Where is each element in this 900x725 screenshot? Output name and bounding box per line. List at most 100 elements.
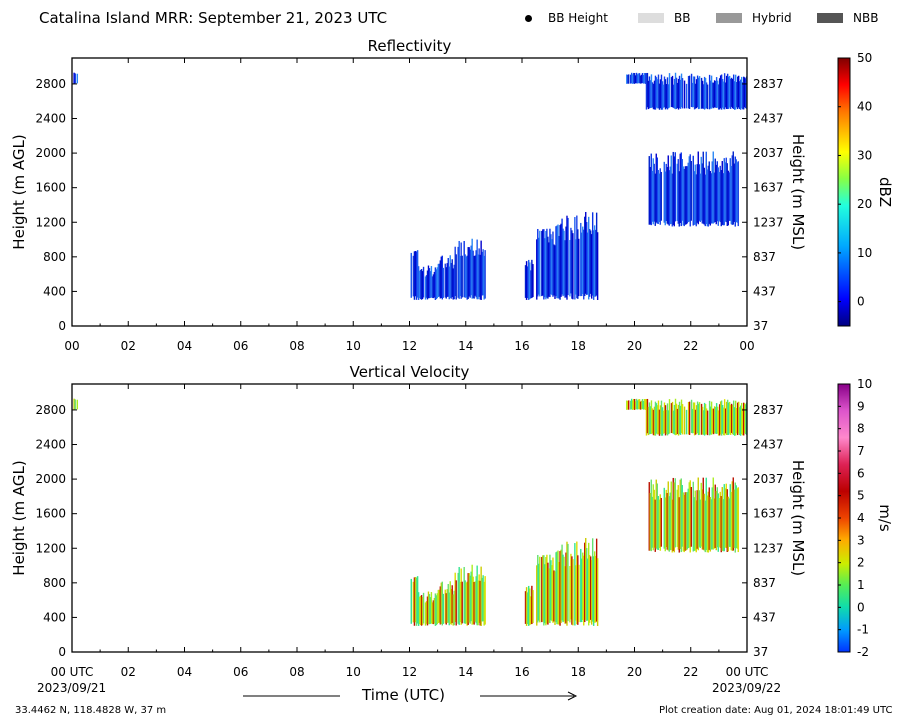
data-streak [422, 266, 425, 298]
data-streak [673, 78, 676, 109]
data-streak [689, 480, 691, 553]
data-streak [661, 407, 664, 436]
data-streak [526, 266, 529, 298]
data-streak [560, 223, 562, 297]
data-streak [418, 596, 421, 625]
data-streak [639, 401, 642, 410]
y-tick-label-right: 1237 [753, 541, 784, 555]
data-streak [724, 408, 727, 434]
data-streak [419, 595, 422, 626]
data-streak [576, 215, 578, 299]
data-streak [667, 410, 670, 435]
data-streak [741, 82, 744, 110]
legend-bb-height: BB Height [525, 11, 608, 25]
data-streak [651, 496, 653, 548]
y-tick-label-right: 437 [753, 284, 776, 298]
data-streak [720, 170, 722, 227]
data-streak [706, 410, 709, 436]
data-streak [468, 573, 470, 623]
data-streak [588, 542, 590, 626]
data-streak [703, 402, 706, 436]
data-streak [463, 566, 465, 624]
x-tick-label: 00 [64, 339, 79, 353]
data-streak [482, 575, 484, 622]
data-streak [626, 400, 628, 410]
data-streak [679, 405, 682, 435]
data-streak [467, 573, 469, 625]
data-streak [580, 222, 582, 297]
data-streak [714, 81, 717, 108]
data-streak [702, 84, 705, 109]
data-streak [662, 84, 665, 108]
data-streak [641, 73, 644, 84]
data-streak [737, 487, 739, 553]
data-streak [679, 153, 681, 224]
data-streak [713, 406, 716, 434]
data-streak [642, 401, 645, 410]
data-streak [727, 402, 730, 435]
data-streak [419, 269, 422, 300]
colorbar-tick-label: 6 [857, 466, 865, 480]
data-streak [575, 565, 577, 621]
data-streak [473, 255, 475, 299]
y-tick-label-right: 1637 [753, 507, 784, 521]
data-streak [678, 497, 680, 553]
data-streak [684, 492, 686, 551]
x-tick-label: 08 [289, 339, 304, 353]
data-streak [658, 83, 661, 110]
data-streak [433, 271, 436, 298]
data-streak [654, 173, 656, 226]
data-streak [722, 81, 725, 110]
data-streak [671, 499, 673, 553]
colorbar-tick-label: 10 [857, 377, 872, 391]
data-streak [589, 556, 592, 620]
x-tick-label: 18 [571, 339, 586, 353]
data-streak [740, 76, 743, 109]
colorbar-tick-label: 9 [857, 399, 865, 413]
data-streak [460, 242, 462, 299]
data-streak [735, 159, 737, 222]
data-streak [584, 542, 586, 623]
data-streak [743, 403, 746, 434]
data-streak [468, 247, 470, 297]
colorbar-tick-label: 5 [857, 489, 865, 503]
data-streak [721, 161, 723, 225]
x-tick-label: 12 [402, 665, 417, 679]
data-streak [725, 483, 727, 549]
data-streak [644, 73, 647, 84]
data-streak [466, 581, 468, 626]
data-streak [743, 77, 746, 108]
data-streak [632, 72, 635, 84]
data-streak [739, 79, 742, 110]
data-streak [416, 250, 419, 298]
data-streak [712, 408, 715, 435]
data-streak [677, 404, 680, 436]
data-streak [452, 594, 454, 626]
data-streak [561, 218, 563, 295]
data-streak [592, 556, 595, 626]
location-text: 33.4462 N, 118.4828 W, 37 m [15, 705, 167, 716]
data-streak [526, 592, 529, 624]
data-streak [465, 256, 467, 298]
data-streak [424, 602, 427, 626]
data-streak [433, 597, 436, 624]
data-streak [674, 478, 676, 548]
data-streak [736, 488, 738, 549]
nbb-swatch-icon [817, 13, 843, 23]
data-streak [553, 570, 555, 622]
y-tick-label: 1200 [35, 541, 66, 555]
data-streak [717, 410, 720, 436]
data-streak [536, 239, 538, 300]
data-streak [721, 404, 724, 434]
data-streak [450, 262, 452, 299]
y-tick-label-right: 37 [753, 319, 768, 333]
data-streak [480, 566, 482, 627]
data-streak [459, 581, 461, 622]
data-streak [591, 538, 594, 622]
data-streak [696, 75, 699, 108]
data-streak [726, 163, 728, 226]
y-axis-label: Height (m AGL) [10, 460, 28, 575]
y-tick-label: 2000 [35, 146, 66, 160]
data-streak [466, 255, 468, 300]
data-streak [667, 84, 670, 109]
